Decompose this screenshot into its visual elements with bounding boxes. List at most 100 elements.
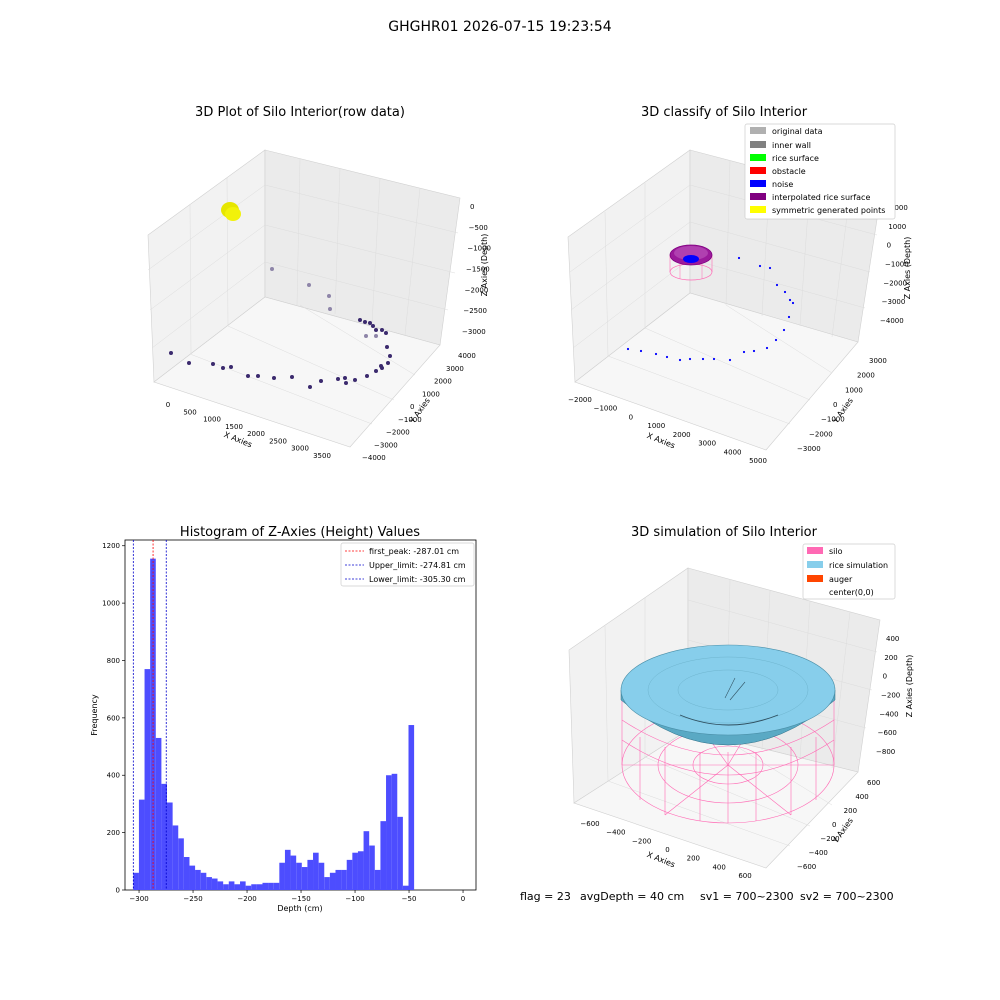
raw-3d-y-ticks: 4000 3000 2000 1000 0 −1000 −2000 −3000 −4000 xyxy=(362,352,476,462)
raw-3d-x-tick-label: 2500 xyxy=(269,437,287,445)
raw-3d-y-tick-label: 4000 xyxy=(458,352,476,360)
classify-noise-point xyxy=(774,338,778,342)
simulation-3d-title: 3D simulation of Silo Interior xyxy=(631,525,818,540)
simulation-rice-surface xyxy=(620,644,836,746)
simulation-silo-wireframe xyxy=(621,700,835,824)
legend-swatch-obstacle xyxy=(750,167,766,174)
classify-noise-point xyxy=(728,358,732,362)
classify-noise-point xyxy=(787,315,791,319)
raw-3d-x-tick-label: 3000 xyxy=(291,445,309,453)
footer-avg-depth: avgDepth = 40 cm xyxy=(580,890,684,903)
raw-3d-y-tick-label: −2000 xyxy=(386,429,410,437)
simulation-3d-x-tick-label: 400 xyxy=(712,863,725,871)
raw-3d-z-tick-label: −3000 xyxy=(462,328,486,336)
simulation-3d-y-tick-label: 0 xyxy=(832,821,836,829)
histogram-bar xyxy=(324,877,330,890)
histogram-y-tick-label: 600 xyxy=(107,714,120,722)
legend-obstacle: obstacle xyxy=(772,167,806,176)
simulation-3d-z-ticks: 400 200 0 −200 −400 −600 −800 xyxy=(876,635,900,756)
histogram-bar xyxy=(189,865,196,890)
classify-3d-z-tick-label: 0 xyxy=(887,242,891,250)
raw-3d-x-ticks: 0 500 1000 1500 2000 2500 3000 3500 xyxy=(166,401,331,460)
classify-3d-y-tick-label: 3000 xyxy=(869,357,887,365)
classify-noise-point xyxy=(678,358,682,362)
simulation-3d-y-tick-label: −600 xyxy=(797,863,816,871)
raw-3d-x-tick-label: 1500 xyxy=(225,423,243,431)
raw-3d-z-tick-label: −1500 xyxy=(466,266,490,274)
histogram-bar xyxy=(402,885,409,890)
simulation-3d-z-tick-label: −200 xyxy=(881,692,900,700)
raw-3d-z-tick-label: −1000 xyxy=(467,245,491,253)
simulation-3d-z-tick-label: −400 xyxy=(879,710,898,718)
histogram-bar xyxy=(172,825,179,890)
simulation-3d-x-tick-label: −400 xyxy=(606,829,625,837)
histogram-bar xyxy=(217,881,224,890)
histogram-y-tick-label: 1200 xyxy=(102,542,120,550)
raw-3d-y-tick-label: −1000 xyxy=(398,416,422,424)
histogram-x-tick-label: −200 xyxy=(237,895,256,903)
histogram-bar xyxy=(200,872,207,890)
raw-3d-zlabel: Z Axies (Depth) xyxy=(480,234,489,297)
raw-3d-x-tick-label: 0 xyxy=(166,401,170,409)
classify-noise-point xyxy=(782,328,786,332)
classify-3d-x-tick-label: 0 xyxy=(629,413,633,421)
histogram-reference-lines xyxy=(132,540,167,890)
histogram-bar xyxy=(206,877,212,890)
classify-3d-z-tick-label: −4000 xyxy=(880,317,904,325)
classify-3d-xlabel: X Axies xyxy=(646,431,677,450)
histogram-bar xyxy=(307,859,314,890)
simulation-3d-y-tick-label: 600 xyxy=(867,779,880,787)
classify-3d-x-ticks: −2000−1000 0 1000 2000 3000 4000 5000 xyxy=(568,396,767,465)
raw-3d-z-ticks: 0 −500 −1000 −1500 −2000 −2500 −3000 xyxy=(462,203,491,336)
classify-noise-point xyxy=(768,266,772,270)
histogram-bar xyxy=(150,558,156,890)
histogram-plot-area xyxy=(124,539,477,891)
histogram-bar xyxy=(329,872,336,890)
histogram-bar xyxy=(138,799,145,890)
classify-3d-y-tick-label: 0 xyxy=(833,401,837,409)
raw-3d-x-tick-label: 2000 xyxy=(247,430,265,438)
histogram-x-tick-label: −100 xyxy=(345,895,364,903)
histogram-bar xyxy=(240,881,246,890)
histogram-bar xyxy=(183,857,190,890)
histogram-bar xyxy=(369,845,375,890)
panel-classify-3d: 3D classify of Silo Interior −2000−10000… xyxy=(567,105,912,465)
histogram-bar xyxy=(256,884,263,890)
footer-sv2: sv2 = 700~2300 xyxy=(800,890,894,903)
simulation-3d-y-ticks: 600 400 200 0 −200 −400 −600 xyxy=(797,779,880,871)
histogram-bar xyxy=(408,725,415,890)
classify-3d-y-tick-label: 2000 xyxy=(857,372,875,380)
histogram-bar xyxy=(318,862,325,890)
histogram-bar xyxy=(195,869,201,890)
histogram-bar xyxy=(380,821,387,890)
simulation-legend: silo rice simulation auger center(0,0) xyxy=(802,543,896,600)
legend-lower-limit: Lower_limit: -305.30 cm xyxy=(369,575,466,584)
classify-noise-point xyxy=(775,283,779,287)
simulation-3d-y-tick-label: −200 xyxy=(820,835,839,843)
histogram-x-tick-label: −250 xyxy=(183,895,202,903)
histogram-bar xyxy=(262,882,269,890)
simulation-3d-y-tick-label: 400 xyxy=(855,793,868,801)
simulation-3d-y-tick-label: 200 xyxy=(844,807,857,815)
classify-3d-z-tick-label: −1000 xyxy=(885,261,909,269)
histogram-bar xyxy=(301,867,308,890)
simulation-3d-z-tick-label: −800 xyxy=(876,748,895,756)
legend-noise: noise xyxy=(772,180,793,189)
classify-3d-x-tick-label: 4000 xyxy=(724,448,742,456)
classify-3d-y-tick-label: 1000 xyxy=(845,386,863,394)
histogram-y-tick-label: 400 xyxy=(107,772,120,780)
legend-swatch-inner-wall xyxy=(750,141,766,148)
histogram-bars xyxy=(133,558,415,890)
classify-3d-x-tick-label: 5000 xyxy=(749,457,767,465)
histogram-bar xyxy=(161,783,168,890)
simulation-3d-x-tick-label: −200 xyxy=(632,837,651,845)
histogram-bar xyxy=(296,862,302,890)
classify-noise-point xyxy=(626,347,630,351)
raw-3d-y-tick-label: 2000 xyxy=(434,378,452,386)
histogram-bar xyxy=(397,816,403,890)
histogram-bar xyxy=(273,882,280,890)
simulation-3d-zlabel: Z Axies (Depth) xyxy=(905,655,914,718)
histogram-bar xyxy=(223,884,229,890)
classify-noise-point xyxy=(788,298,792,302)
panel-simulation-3d: 3D simulation of Silo Interior xyxy=(568,525,914,880)
